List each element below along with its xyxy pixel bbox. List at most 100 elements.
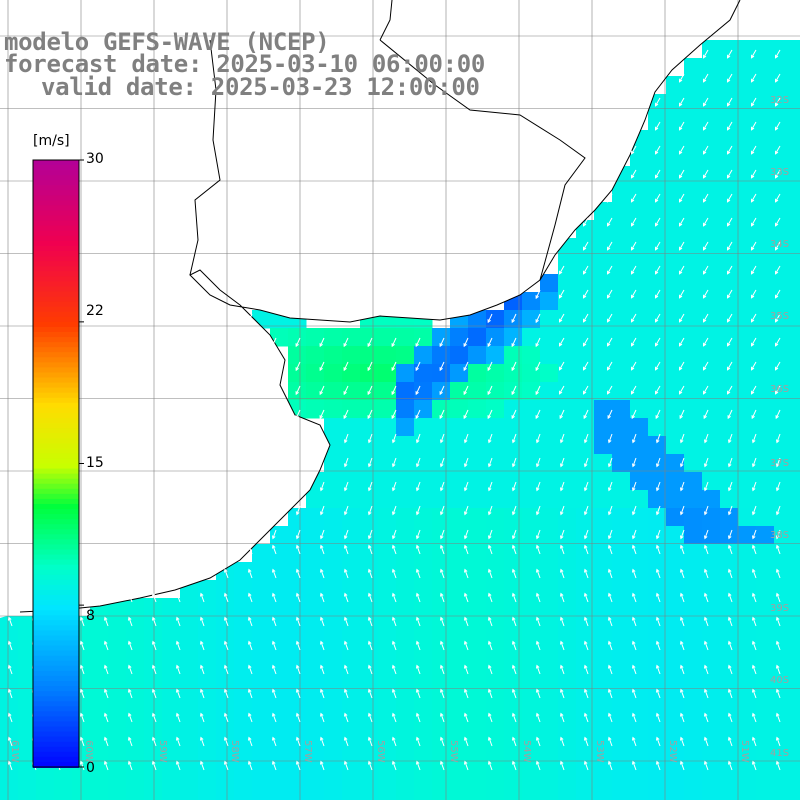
- wind-arrow-head: [247, 616, 252, 621]
- wind-cell: [198, 688, 217, 707]
- colorbar-slice: [33, 170, 79, 177]
- wind-arrow: [704, 505, 709, 515]
- wind-arrow-head: [439, 664, 444, 669]
- wind-cell: [684, 58, 703, 77]
- wind-arrow-head: [678, 270, 683, 275]
- wind-arrow-head: [631, 712, 636, 717]
- wind-cell: [684, 490, 703, 509]
- wind-cell: [612, 400, 631, 419]
- wind-arrow-head: [774, 102, 779, 107]
- wind-arrow: [320, 737, 325, 747]
- wind-arrow: [775, 289, 781, 299]
- wind-cell: [360, 436, 379, 455]
- colorbar-slice: [33, 736, 79, 743]
- wind-cell: [234, 706, 253, 725]
- lon-label: 51W: [739, 740, 750, 763]
- wind-arrow-head: [511, 343, 515, 348]
- wind-cell: [648, 724, 667, 743]
- wind-cell: [558, 796, 577, 800]
- wind-arrow-head: [199, 688, 204, 693]
- wind-arrow-head: [774, 126, 779, 131]
- colorbar-slice: [33, 453, 79, 460]
- wind-cell: [756, 652, 775, 671]
- wind-arrow-head: [175, 664, 180, 669]
- wind-cell: [756, 166, 775, 185]
- wind-arrow: [440, 457, 445, 467]
- colorbar-slice: [33, 569, 79, 576]
- wind-arrow-head: [463, 760, 468, 765]
- wind-arrow-head: [607, 688, 612, 693]
- wind-arrow-head: [606, 198, 611, 203]
- wind-cell: [396, 616, 415, 635]
- wind-arrow-head: [678, 246, 683, 251]
- colorbar-slice: [33, 731, 79, 738]
- wind-cell: [414, 490, 433, 509]
- wind-cell: [684, 544, 703, 563]
- wind-cell: [522, 724, 541, 743]
- wind-cell: [342, 670, 361, 689]
- wind-cell: [720, 580, 739, 599]
- wind-arrow: [584, 593, 589, 603]
- wind-arrow: [631, 193, 637, 203]
- wind-arrow: [776, 665, 781, 675]
- wind-arrow-head: [703, 664, 708, 669]
- wind-arrow-head: [607, 712, 612, 717]
- wind-cell: [630, 724, 649, 743]
- wind-arrow: [680, 457, 685, 467]
- wind-arrow-head: [703, 544, 708, 549]
- wind-cell: [576, 688, 595, 707]
- wind-cell: [558, 580, 577, 599]
- wind-arrow-head: [703, 535, 708, 540]
- wind-cell: [306, 508, 325, 527]
- wind-arrow: [440, 433, 445, 443]
- wind-arrow-head: [511, 535, 516, 540]
- wind-arrow: [296, 665, 301, 675]
- wind-arrow-head: [702, 222, 707, 227]
- wind-arrow: [464, 505, 469, 515]
- wind-arrow-head: [415, 640, 420, 645]
- wind-arrow-head: [774, 342, 779, 347]
- wind-cell: [630, 418, 649, 437]
- wind-cell: [396, 580, 415, 599]
- wind-cell: [756, 760, 775, 779]
- wind-cell: [522, 796, 541, 800]
- wind-arrow: [728, 641, 733, 651]
- wind-arrow-head: [726, 294, 731, 299]
- wind-cell: [738, 418, 757, 437]
- wind-cell: [504, 760, 523, 779]
- wind-arrow: [680, 593, 685, 603]
- wind-arrow-head: [631, 592, 636, 597]
- wind-arrow-head: [703, 439, 708, 444]
- wind-cell: [702, 238, 721, 257]
- colorbar-slice: [33, 478, 79, 485]
- wind-arrow: [320, 593, 325, 603]
- wind-arrow: [536, 713, 541, 723]
- wind-arrow: [535, 313, 541, 323]
- wind-cell: [0, 778, 19, 797]
- wind-cell: [54, 796, 73, 800]
- wind-cell: [630, 688, 649, 707]
- wind-cell: [540, 418, 559, 437]
- colorbar-slice: [33, 488, 79, 495]
- wind-arrow-head: [295, 415, 299, 420]
- wind-cell: [648, 670, 667, 689]
- wind-cell: [612, 544, 631, 563]
- wind-arrow: [344, 529, 349, 539]
- wind-cell: [504, 778, 523, 797]
- wind-cell: [360, 490, 379, 509]
- wind-arrow-head: [535, 568, 540, 573]
- wind-arrow: [751, 289, 757, 299]
- colorbar-slice: [33, 534, 79, 541]
- wind-arrow: [392, 505, 397, 515]
- wind-arrow: [536, 433, 541, 443]
- wind-arrow-head: [343, 640, 348, 645]
- wind-cell: [792, 544, 800, 563]
- wind-cell: [198, 706, 217, 725]
- wind-cell: [234, 778, 253, 797]
- wind-arrow-head: [774, 318, 779, 323]
- wind-arrow: [488, 433, 493, 443]
- wind-cell: [648, 526, 667, 545]
- wind-arrow-head: [655, 568, 660, 573]
- wind-arrow: [416, 737, 421, 747]
